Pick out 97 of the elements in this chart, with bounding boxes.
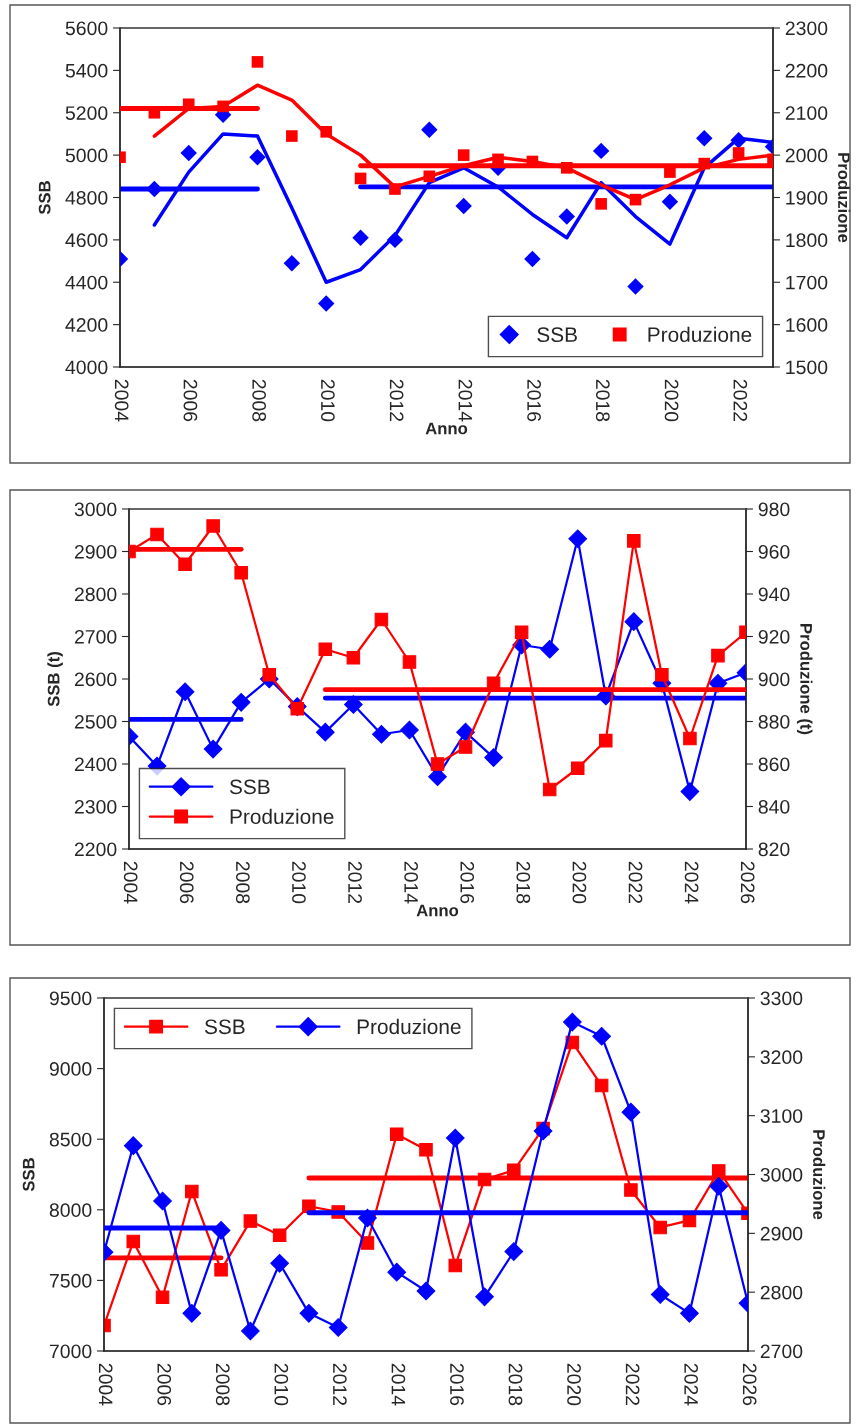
x-tick-label: 2010 <box>320 379 335 422</box>
y-tick-label: 2600 <box>74 672 117 687</box>
x-tick-label: 2018 <box>516 861 531 904</box>
y-tick-label: 2400 <box>74 757 117 772</box>
y2-tick-label: 920 <box>758 629 790 644</box>
x-tick-label: 2026 <box>740 861 755 904</box>
y-tick-label: 4000 <box>65 360 108 375</box>
y-axis-title: SSB <box>38 181 51 215</box>
y-tick-label: 8500 <box>49 1132 92 1147</box>
legend-label: Produzione <box>230 808 334 825</box>
y-tick-label: 2700 <box>74 629 117 644</box>
y2-tick-label: 1500 <box>786 360 828 375</box>
y2-tick-label: 880 <box>758 714 790 729</box>
x-tick-label: 2018 <box>595 379 610 422</box>
y-tick-label: 9000 <box>49 1062 92 1076</box>
y-tick-label: 4800 <box>65 190 108 205</box>
x-tick-label: 2014 <box>458 379 473 422</box>
y-tick-label: 4600 <box>65 233 108 248</box>
y-tick-label: 7500 <box>49 1273 92 1288</box>
x-tick-label: 2014 <box>391 1363 406 1406</box>
x-tick-label: 2004 <box>123 861 138 904</box>
x-tick-label: 2008 <box>235 861 250 904</box>
x-tick-label: 2020 <box>572 861 587 904</box>
y2-tick-label: 1600 <box>786 318 828 332</box>
x-tick-label: 2012 <box>389 379 404 422</box>
y2-tick-label: 3300 <box>760 991 803 1006</box>
x-tick-label: 2008 <box>252 379 267 422</box>
y-tick-label: 2900 <box>74 544 117 559</box>
x-tick-label: 2012 <box>332 1363 347 1406</box>
x-tick-label: 2006 <box>179 861 194 904</box>
y-axis-title: SSB (t) <box>47 652 63 707</box>
y2-tick-label: 2300 <box>785 21 828 36</box>
y-tick-label: 2500 <box>74 714 117 729</box>
x-tick-label: 2020 <box>567 1363 581 1406</box>
x-tick-label: 2014 <box>404 861 418 904</box>
y2-tick-label: 840 <box>758 799 790 814</box>
legend-label: SSB <box>229 779 270 795</box>
x-tick-label: 2004 <box>114 379 129 422</box>
y-tick-label: 5200 <box>65 106 108 120</box>
x-tick-label: 2024 <box>684 1363 698 1406</box>
y2-tick-label: 980 <box>758 502 790 517</box>
y2-tick-label: 1700 <box>786 275 828 290</box>
y-tick-label: 3000 <box>74 502 117 517</box>
y2-axis-title: Produzione <box>813 1130 826 1220</box>
y2-tick-label: 1800 <box>786 233 828 248</box>
x-tick-label: 2004 <box>98 1363 113 1406</box>
y2-tick-label: 2800 <box>760 1285 803 1300</box>
x-tick-label: 2012 <box>348 861 362 904</box>
y-axis-title: SSB <box>22 1158 35 1192</box>
x-tick-label: 2022 <box>628 861 643 904</box>
x-tick-label: 2016 <box>527 379 541 422</box>
x-tick-label: 2016 <box>460 861 475 904</box>
y2-tick-label: 3000 <box>760 1167 803 1182</box>
y2-axis-title: Produzione <box>838 153 851 243</box>
y-tick-label: 9500 <box>49 991 92 1006</box>
y2-tick-label: 900 <box>758 672 790 687</box>
y-tick-label: 7000 <box>49 1344 92 1359</box>
y2-axis-title: Produzione (t) <box>796 624 813 735</box>
x-tick-label: 2010 <box>292 861 306 904</box>
x-tick-label: 2022 <box>625 1363 640 1406</box>
x-tick-label: 2018 <box>508 1363 523 1406</box>
y-tick-label: 5400 <box>65 63 108 78</box>
y2-tick-label: 2900 <box>760 1226 803 1241</box>
x-axis-title: Anno <box>425 422 468 435</box>
y-tick-label: 2300 <box>74 799 117 814</box>
y2-tick-label: 3100 <box>760 1109 803 1123</box>
y2-tick-label: 3200 <box>760 1050 803 1065</box>
y2-tick-label: 2000 <box>785 148 828 163</box>
y-tick-label: 2800 <box>74 587 117 602</box>
y2-tick-label: 2700 <box>760 1344 803 1359</box>
x-tick-label: 2026 <box>742 1363 757 1406</box>
x-axis-title: Anno <box>416 904 459 917</box>
x-tick-label: 2008 <box>215 1363 230 1406</box>
y-tick-label: 5600 <box>65 21 108 36</box>
x-tick-label: 2022 <box>733 379 748 422</box>
y-tick-label: 5000 <box>65 148 108 163</box>
x-tick-label: 2010 <box>274 1363 289 1406</box>
legend-label: SSB <box>537 327 577 343</box>
y-tick-label: 4400 <box>65 275 108 290</box>
y2-tick-label: 940 <box>758 587 790 602</box>
y2-tick-label: 2200 <box>785 63 828 78</box>
y2-tick-label: 860 <box>758 757 790 772</box>
y2-tick-label: 960 <box>758 544 790 559</box>
x-tick-label: 2016 <box>450 1363 464 1406</box>
x-tick-label: 2024 <box>684 861 699 904</box>
y-tick-label: 8000 <box>49 1203 92 1218</box>
y2-tick-label: 1900 <box>786 190 828 205</box>
x-tick-label: 2006 <box>183 379 198 422</box>
legend-label: Produzione <box>357 1018 461 1035</box>
y2-tick-label: 2100 <box>785 106 828 120</box>
x-tick-label: 2006 <box>157 1363 172 1406</box>
x-tick-label: 2020 <box>664 379 679 422</box>
legend-label: Produzione <box>648 326 752 343</box>
y-tick-label: 2200 <box>74 842 117 857</box>
y2-tick-label: 820 <box>758 842 790 857</box>
legend-label: SSB <box>204 1019 245 1035</box>
y-tick-label: 4200 <box>65 318 108 332</box>
